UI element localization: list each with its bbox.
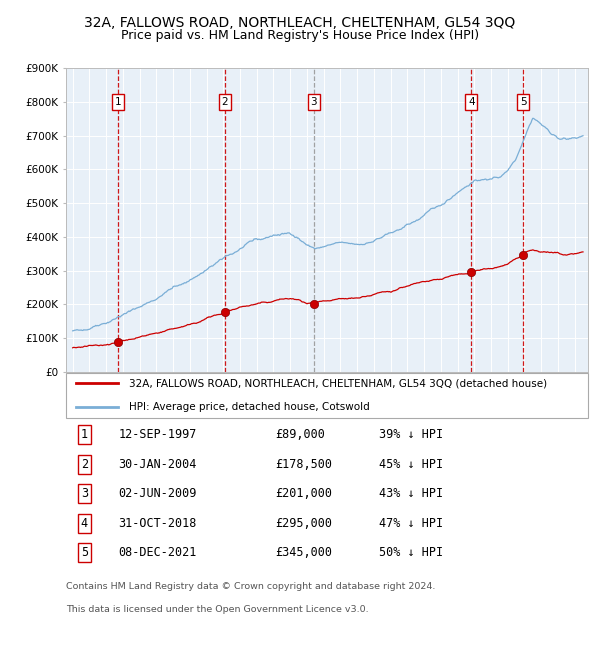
Text: Contains HM Land Registry data © Crown copyright and database right 2024.: Contains HM Land Registry data © Crown c… — [66, 582, 436, 591]
FancyBboxPatch shape — [66, 372, 588, 417]
Text: Price paid vs. HM Land Registry's House Price Index (HPI): Price paid vs. HM Land Registry's House … — [121, 29, 479, 42]
Text: 39% ↓ HPI: 39% ↓ HPI — [379, 428, 443, 441]
Text: 2: 2 — [81, 458, 88, 471]
Text: 4: 4 — [81, 517, 88, 530]
Text: £178,500: £178,500 — [275, 458, 332, 471]
Text: £89,000: £89,000 — [275, 428, 325, 441]
Text: 5: 5 — [520, 97, 527, 107]
Text: 30-JAN-2004: 30-JAN-2004 — [118, 458, 197, 471]
Text: 45% ↓ HPI: 45% ↓ HPI — [379, 458, 443, 471]
Text: 43% ↓ HPI: 43% ↓ HPI — [379, 488, 443, 500]
Text: 12-SEP-1997: 12-SEP-1997 — [118, 428, 197, 441]
Text: 1: 1 — [115, 97, 121, 107]
Text: This data is licensed under the Open Government Licence v3.0.: This data is licensed under the Open Gov… — [66, 605, 368, 614]
Text: 4: 4 — [468, 97, 475, 107]
Text: 08-DEC-2021: 08-DEC-2021 — [118, 546, 197, 559]
Text: 50% ↓ HPI: 50% ↓ HPI — [379, 546, 443, 559]
Text: 31-OCT-2018: 31-OCT-2018 — [118, 517, 197, 530]
Text: HPI: Average price, detached house, Cotswold: HPI: Average price, detached house, Cots… — [128, 402, 370, 412]
Text: £201,000: £201,000 — [275, 488, 332, 500]
Text: 02-JUN-2009: 02-JUN-2009 — [118, 488, 197, 500]
Text: 5: 5 — [81, 546, 88, 559]
Text: 3: 3 — [81, 488, 88, 500]
Text: 2: 2 — [221, 97, 228, 107]
Text: 32A, FALLOWS ROAD, NORTHLEACH, CHELTENHAM, GL54 3QQ (detached house): 32A, FALLOWS ROAD, NORTHLEACH, CHELTENHA… — [128, 378, 547, 389]
Text: 3: 3 — [311, 97, 317, 107]
Text: £295,000: £295,000 — [275, 517, 332, 530]
Text: 32A, FALLOWS ROAD, NORTHLEACH, CHELTENHAM, GL54 3QQ: 32A, FALLOWS ROAD, NORTHLEACH, CHELTENHA… — [85, 16, 515, 31]
Text: 47% ↓ HPI: 47% ↓ HPI — [379, 517, 443, 530]
Text: 1: 1 — [81, 428, 88, 441]
Text: £345,000: £345,000 — [275, 546, 332, 559]
